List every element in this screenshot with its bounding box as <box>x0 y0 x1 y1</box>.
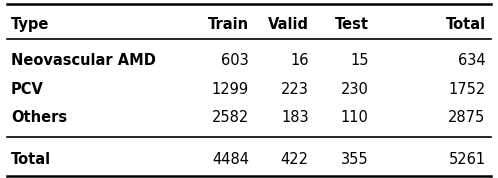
Text: 183: 183 <box>281 110 309 125</box>
Text: 1752: 1752 <box>448 82 486 96</box>
Text: Others: Others <box>11 110 67 125</box>
Text: Type: Type <box>11 17 49 32</box>
Text: Train: Train <box>208 17 249 32</box>
Text: Total: Total <box>11 152 51 167</box>
Text: 5261: 5261 <box>448 152 486 167</box>
Text: 422: 422 <box>281 152 309 167</box>
Text: 2582: 2582 <box>212 110 249 125</box>
Text: 1299: 1299 <box>212 82 249 96</box>
Text: 2875: 2875 <box>448 110 486 125</box>
Text: Total: Total <box>445 17 486 32</box>
Text: 16: 16 <box>290 53 309 68</box>
Text: 355: 355 <box>341 152 369 167</box>
Text: 603: 603 <box>221 53 249 68</box>
Text: 223: 223 <box>281 82 309 96</box>
Text: Neovascular AMD: Neovascular AMD <box>11 53 156 68</box>
Text: 15: 15 <box>350 53 369 68</box>
Text: 634: 634 <box>458 53 486 68</box>
Text: Test: Test <box>335 17 369 32</box>
Text: 110: 110 <box>341 110 369 125</box>
Text: Valid: Valid <box>268 17 309 32</box>
Text: 230: 230 <box>341 82 369 96</box>
Text: 4484: 4484 <box>212 152 249 167</box>
Text: PCV: PCV <box>11 82 44 96</box>
